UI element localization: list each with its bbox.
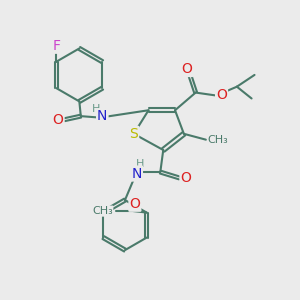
Text: O: O (181, 171, 191, 185)
Text: O: O (53, 113, 64, 127)
Text: H: H (136, 159, 145, 169)
Text: N: N (97, 109, 107, 123)
Text: CH₃: CH₃ (207, 135, 228, 145)
Text: H: H (92, 104, 100, 114)
Text: N: N (132, 167, 142, 181)
Text: O: O (129, 197, 140, 211)
Text: O: O (216, 88, 227, 102)
Text: O: O (182, 62, 192, 76)
Text: S: S (129, 127, 138, 141)
Text: F: F (52, 39, 60, 53)
Text: CH₃: CH₃ (92, 206, 113, 216)
